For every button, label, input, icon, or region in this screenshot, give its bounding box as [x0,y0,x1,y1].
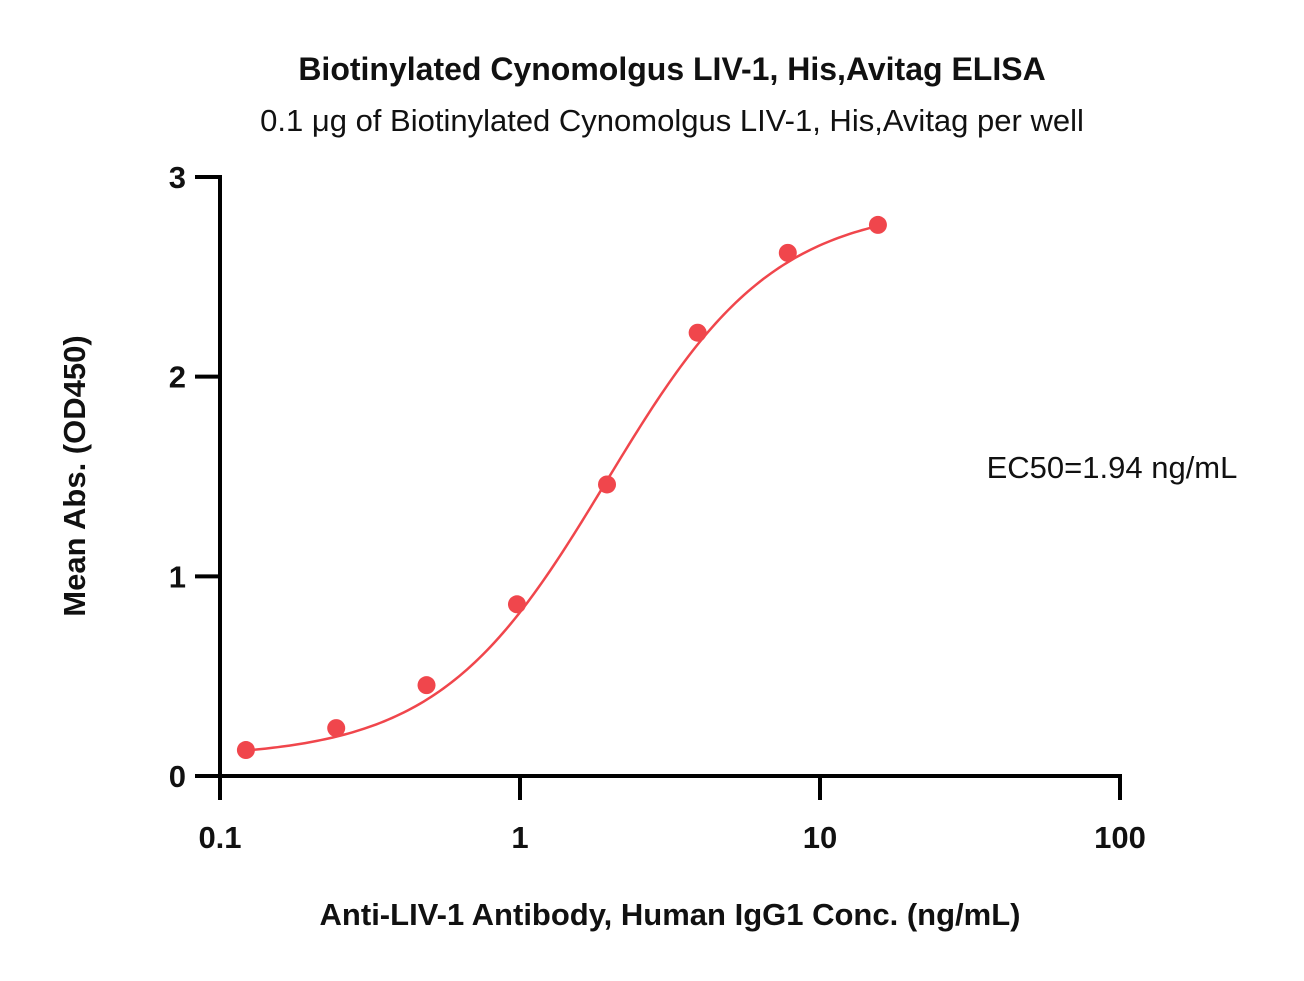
data-point [598,475,617,494]
ec50-annotation: EC50=1.94 ng/mL [987,450,1238,485]
data-point [868,215,887,234]
y-tick-label: 0 [169,759,186,794]
fit-curve-group [245,224,879,752]
x-tick-label: 10 [803,820,837,855]
y-tick-label: 1 [169,559,186,594]
data-point [688,323,707,342]
chart-subtitle: 0.1 μg of Biotinylated Cynomolgus LIV-1,… [260,103,1084,138]
x-axis-title: Anti-LIV-1 Antibody, Human IgG1 Conc. (n… [320,897,1021,932]
data-point [507,595,526,614]
ticks: 0.1 1 10 100 0 1 2 3 [169,160,1146,855]
y-tick-label: 3 [169,160,186,195]
y-axis-title: Mean Abs. (OD450) [57,335,92,616]
data-point [417,676,436,695]
axes [218,175,1122,778]
x-tick-label: 1 [511,820,528,855]
data-point [236,741,255,760]
x-tick-label: 100 [1094,820,1146,855]
data-point [778,243,797,262]
y-tick-label: 2 [169,360,186,395]
data-point [327,719,346,738]
x-tick-label: 0.1 [198,820,241,855]
data-points [236,215,887,760]
fit-curve [245,224,879,752]
chart-title: Biotinylated Cynomolgus LIV-1, His,Avita… [298,51,1045,87]
